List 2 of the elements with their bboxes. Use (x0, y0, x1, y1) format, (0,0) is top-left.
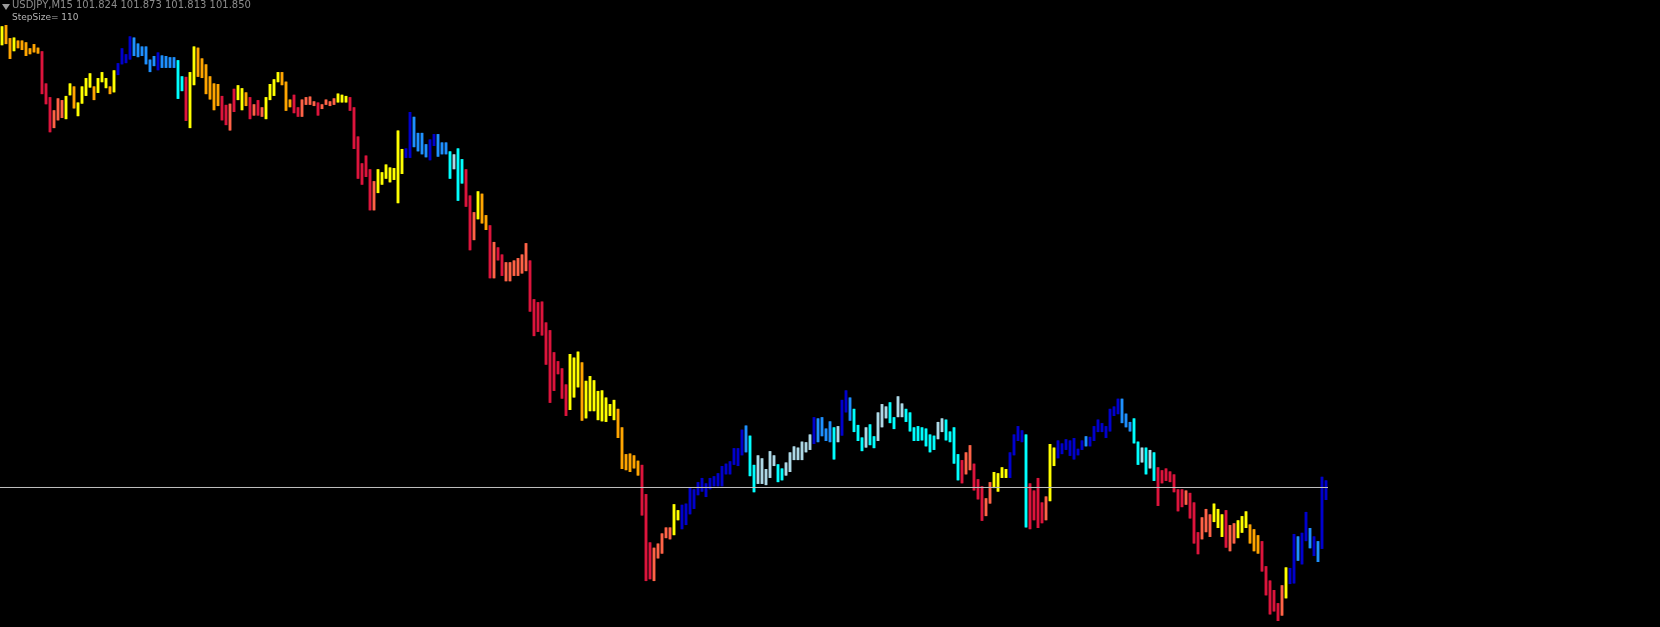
chart-subtitle: StepSize= 110 (12, 11, 79, 22)
chart-title: USDJPY,M15 101.824 101.873 101.813 101.850 (12, 0, 251, 10)
